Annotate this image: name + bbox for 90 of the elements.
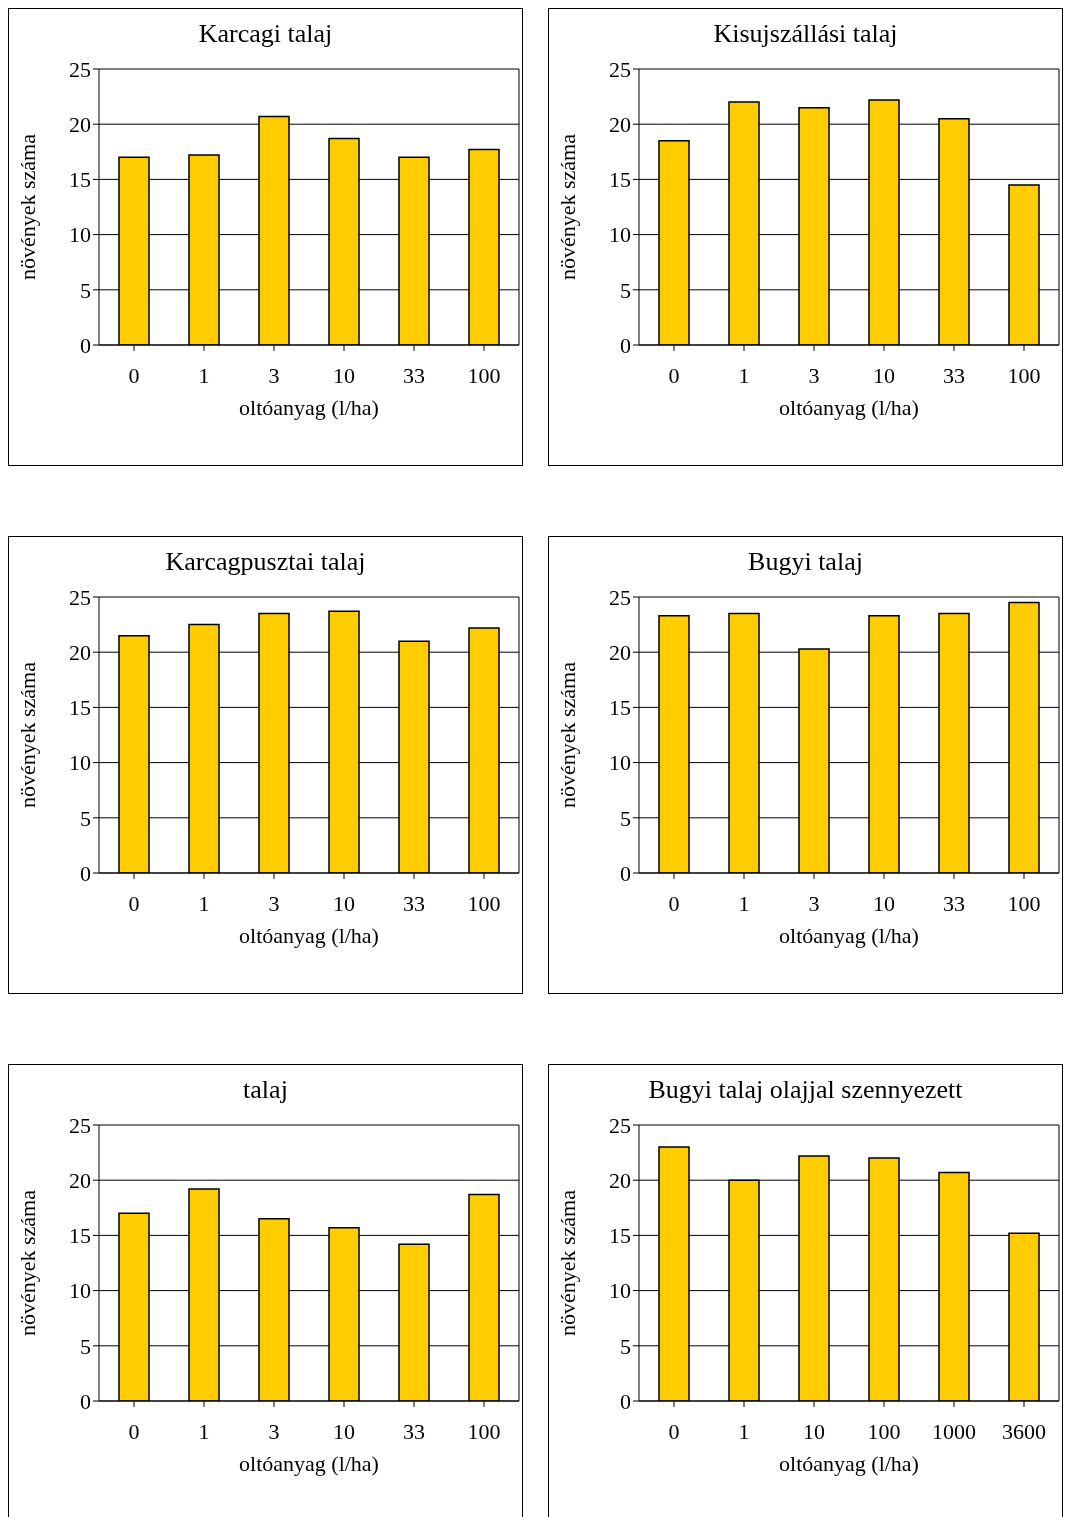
x-tick-label: 100 [467,362,501,388]
y-tick-label: 25 [69,1112,91,1138]
x-tick-label: 3 [268,362,280,388]
y-tick-label: 25 [609,1112,631,1138]
x-tick-label: 10 [333,1418,355,1444]
y-tick-label: 25 [609,56,631,82]
y-tick-label: 10 [609,750,631,776]
y-tick-label: 5 [80,1333,91,1359]
y-axis-title: növények száma [14,1189,40,1336]
y-tick-label: 20 [69,112,91,138]
x-tick-label: 3 [268,890,280,916]
x-tick-label: 3 [268,1418,280,1444]
y-tick-label: 5 [620,805,631,831]
y-tick-label: 25 [69,56,91,82]
chart-title: Kisujszállási talaj [712,19,899,50]
x-tick-label: 1 [198,1418,210,1444]
y-tick-label: 0 [80,1388,91,1414]
x-tick-label: 100 [467,1418,501,1444]
x-tick-label: 100 [1007,890,1041,916]
y-tick-label: 0 [620,1388,631,1414]
y-tick-label: 15 [609,695,631,721]
x-tick-label: 10 [333,890,355,916]
y-tick-label: 0 [620,860,631,886]
chart-title: Bugyi talaj [747,547,864,578]
chart-title: Karcagpusztai talaj [164,547,367,578]
y-tick-label: 10 [69,222,91,248]
x-tick-label: 0 [128,362,140,388]
y-tick-label: 25 [609,584,631,610]
y-tick-label: 0 [80,332,91,358]
y-tick-label: 0 [80,860,91,886]
y-tick-label: 15 [69,695,91,721]
y-tick-label: 20 [69,1168,91,1194]
y-tick-label: 10 [609,1278,631,1304]
y-tick-label: 10 [69,750,91,776]
x-tick-label: 3600 [1002,1418,1046,1444]
x-tick-label: 1 [198,362,210,388]
x-tick-label: 33 [943,890,965,916]
x-tick-label: 100 [467,890,501,916]
x-tick-label: 10 [333,362,355,388]
x-tick-label: 33 [403,1418,425,1444]
y-tick-label: 0 [620,332,631,358]
y-tick-label: 20 [609,1168,631,1194]
x-tick-label: 3 [808,890,820,916]
y-tick-label: 20 [609,112,631,138]
x-tick-label: 100 [867,1418,901,1444]
chart-title: Karcagi talaj [197,19,334,50]
x-tick-label: 10 [873,362,895,388]
y-tick-label: 15 [609,1223,631,1249]
x-axis-title: oltóanyag (l/ha) [779,1451,919,1476]
y-axis-title: növények száma [14,661,40,808]
x-tick-label: 1 [738,890,750,916]
x-tick-label: 1 [738,1418,750,1444]
x-tick-label: 3 [808,362,820,388]
y-axis-title: növények száma [14,133,40,280]
y-tick-label: 10 [609,222,631,248]
y-tick-label: 15 [69,167,91,193]
y-tick-label: 15 [609,167,631,193]
y-axis-title: növények száma [554,133,580,280]
x-tick-label: 0 [668,890,680,916]
y-axis-title: növények száma [554,661,580,808]
y-tick-label: 15 [69,1223,91,1249]
x-tick-label: 1000 [932,1418,976,1444]
x-tick-label: 0 [668,1418,680,1444]
y-tick-label: 5 [80,805,91,831]
x-tick-label: 33 [943,362,965,388]
x-tick-label: 0 [128,1418,140,1444]
x-axis-title: oltóanyag (l/ha) [239,395,379,420]
y-tick-label: 5 [80,277,91,303]
x-tick-label: 10 [873,890,895,916]
y-tick-label: 20 [609,640,631,666]
x-tick-label: 33 [403,362,425,388]
chart-title: talaj [242,1075,289,1106]
y-tick-label: 10 [69,1278,91,1304]
y-tick-label: 5 [620,1333,631,1359]
x-tick-label: 0 [668,362,680,388]
y-tick-label: 5 [620,277,631,303]
x-tick-label: 1 [198,890,210,916]
x-tick-label: 0 [128,890,140,916]
x-tick-label: 33 [403,890,425,916]
x-tick-label: 1 [738,362,750,388]
y-tick-label: 20 [69,640,91,666]
y-tick-label: 25 [69,584,91,610]
x-axis-title: oltóanyag (l/ha) [239,923,379,948]
x-axis-title: oltóanyag (l/ha) [779,923,919,948]
x-tick-label: 100 [1007,362,1041,388]
x-tick-label: 10 [803,1418,825,1444]
y-axis-title: növények száma [554,1189,580,1336]
chart-title: Bugyi talaj olajjal szennyezett [647,1075,964,1106]
x-axis-title: oltóanyag (l/ha) [239,1451,379,1476]
x-axis-title: oltóanyag (l/ha) [779,395,919,420]
